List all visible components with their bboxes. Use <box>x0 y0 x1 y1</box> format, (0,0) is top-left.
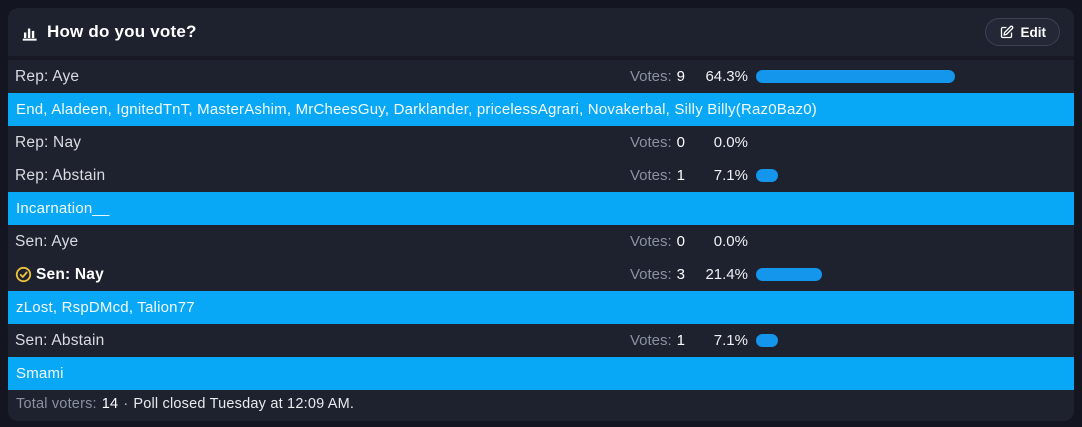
bar-chart-icon <box>20 23 39 42</box>
total-voters-label: Total voters: <box>16 395 97 412</box>
vote-bar-track <box>748 70 1067 83</box>
poll-option-label: Rep: Abstain <box>15 166 106 184</box>
voted-check-icon <box>15 266 32 283</box>
edit-pencil-icon <box>999 25 1014 40</box>
vote-bar <box>756 334 778 347</box>
vote-bar-track <box>748 334 1067 347</box>
votes-label: Votes: <box>629 68 672 85</box>
poll-option-label: Sen: Nay <box>36 265 104 283</box>
poll-option-label: Rep: Nay <box>15 133 82 151</box>
vote-bar <box>756 70 956 83</box>
poll-header: How do you vote? Edit <box>8 8 1074 60</box>
poll-option-row[interactable]: Sen: Nay Votes: 3 21.4% <box>8 258 1074 291</box>
votes-count: 1 <box>676 167 685 184</box>
voters-names-text: Smami <box>16 365 64 382</box>
poll-voters-row: Smami <box>8 357 1074 390</box>
poll-voters-row: Incarnation__ <box>8 192 1074 225</box>
poll-option-row[interactable]: Rep: Abstain Votes: 1 7.1% <box>8 159 1074 192</box>
vote-percentage: 0.0% <box>713 134 748 151</box>
votes-label: Votes: <box>629 332 672 349</box>
votes-label: Votes: <box>629 167 672 184</box>
votes-label: Votes: <box>629 233 672 250</box>
edit-button[interactable]: Edit <box>984 18 1060 46</box>
vote-bar-track <box>748 268 1067 281</box>
votes-label: Votes: <box>629 266 672 283</box>
votes-count: 3 <box>676 266 685 283</box>
poll-card: How do you vote? Edit Rep: Aye Votes: 9 64.… <box>8 8 1074 421</box>
edit-button-label: Edit <box>1020 24 1047 40</box>
votes-count: 0 <box>676 134 685 151</box>
vote-percentage: 21.4% <box>705 266 748 283</box>
votes-count: 1 <box>676 332 685 349</box>
vote-percentage: 7.1% <box>713 167 748 184</box>
votes-label: Votes: <box>629 134 672 151</box>
vote-bar <box>756 268 823 281</box>
poll-rows: Rep: Aye Votes: 9 64.3% End, Aladeen, Ignite… <box>8 60 1074 390</box>
poll-option-label: Rep: Aye <box>15 67 80 85</box>
voters-names-text: End, Aladeen, IgnitedTnT, MasterAshim, M… <box>16 101 817 118</box>
poll-option-label: Sen: Aye <box>15 232 79 250</box>
poll-option-row[interactable]: Rep: Aye Votes: 9 64.3% <box>8 60 1074 93</box>
poll-voters-row: zLost, RspDMcd, Talion77 <box>8 291 1074 324</box>
votes-count: 0 <box>676 233 685 250</box>
footer-separator: · <box>123 395 129 412</box>
poll-option-row[interactable]: Rep: Nay Votes: 0 0.0% <box>8 126 1074 159</box>
poll-option-row[interactable]: Sen: Aye Votes: 0 0.0% <box>8 225 1074 258</box>
vote-percentage: 64.3% <box>705 68 748 85</box>
vote-bar <box>756 169 778 182</box>
vote-bar-track <box>748 169 1067 182</box>
voters-names-text: zLost, RspDMcd, Talion77 <box>16 299 195 316</box>
vote-percentage: 0.0% <box>713 233 748 250</box>
vote-percentage: 7.1% <box>713 332 748 349</box>
poll-voters-row: End, Aladeen, IgnitedTnT, MasterAshim, M… <box>8 93 1074 126</box>
voters-names-text: Incarnation__ <box>16 200 110 217</box>
total-voters-count: 14 <box>101 395 119 412</box>
poll-option-row[interactable]: Sen: Abstain Votes: 1 7.1% <box>8 324 1074 357</box>
poll-closed-status: Poll closed Tuesday at 12:09 AM. <box>133 395 355 412</box>
poll-title: How do you vote? <box>47 22 197 41</box>
votes-count: 9 <box>676 68 685 85</box>
poll-option-label: Sen: Abstain <box>15 331 105 349</box>
poll-footer: Total voters: 14 · Poll closed Tuesday a… <box>8 390 1074 417</box>
